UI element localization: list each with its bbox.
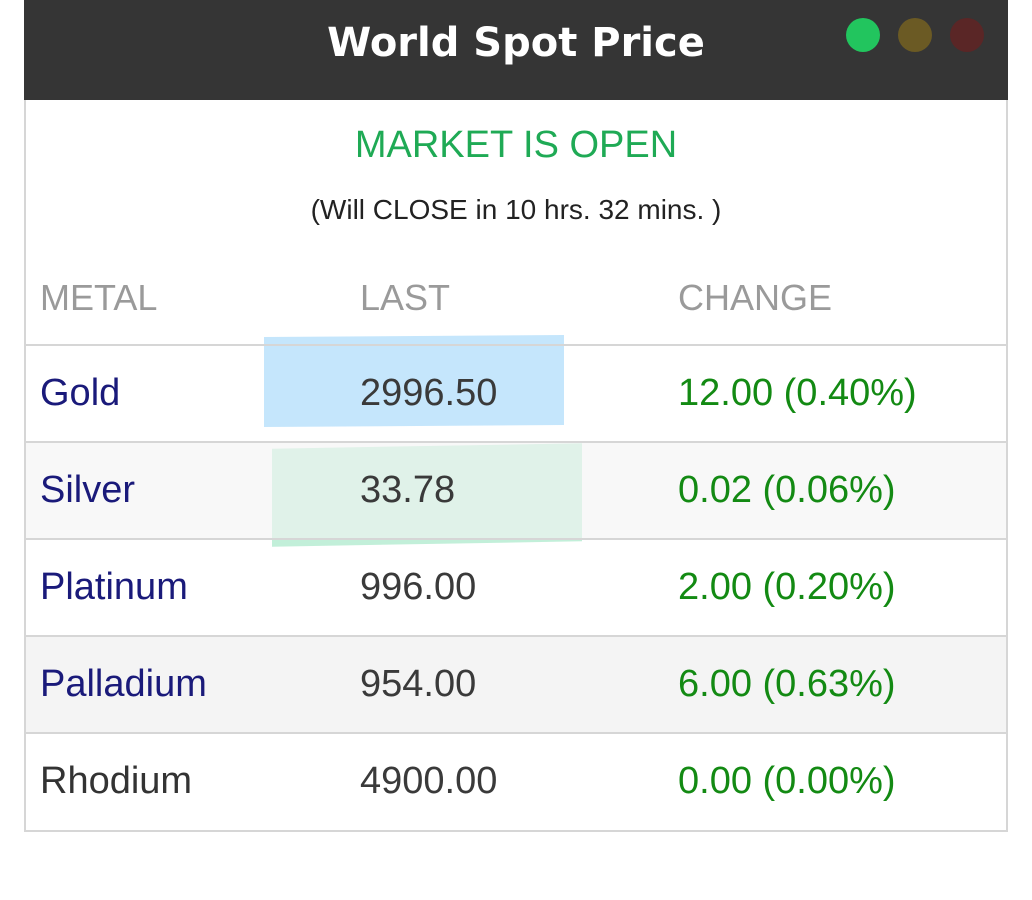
column-header-last: LAST bbox=[360, 277, 451, 318]
change-silver: 0.02 (0.06%) bbox=[678, 469, 896, 511]
table-row-platinum: Platinum 996.00 2.00 (0.20%) bbox=[26, 538, 1006, 635]
last-price-rhodium: 4900.00 bbox=[360, 760, 498, 802]
market-countdown: (Will CLOSE in 10 hrs. 32 mins. ) bbox=[310, 194, 722, 225]
title-bar: World Spot Price bbox=[24, 0, 1008, 100]
widget-title: World Spot Price bbox=[327, 20, 705, 66]
spot-price-widget: World Spot Price MARKET IS OPEN (Will CL… bbox=[24, 0, 1008, 832]
market-status: MARKET IS OPEN bbox=[354, 124, 678, 166]
last-price-gold: 2996.50 bbox=[360, 372, 498, 414]
last-price-palladium: 954.00 bbox=[360, 663, 477, 705]
green-dot-icon bbox=[846, 18, 880, 52]
table-row-palladium: Palladium 954.00 6.00 (0.63%) bbox=[26, 635, 1006, 732]
amber-dot-icon bbox=[898, 18, 932, 52]
column-header-metal: METAL bbox=[40, 277, 158, 318]
table-row-gold: Gold 2996.50 12.00 (0.40%) bbox=[26, 344, 1006, 441]
table-row-rhodium: Rhodium 4900.00 0.00 (0.00%) bbox=[26, 732, 1006, 829]
metal-link-platinum[interactable]: Platinum bbox=[40, 566, 188, 608]
change-platinum: 2.00 (0.20%) bbox=[678, 566, 896, 608]
price-table: Gold 2996.50 12.00 (0.40%) Silver 33.78 … bbox=[26, 344, 1006, 829]
last-price-silver: 33.78 bbox=[360, 469, 456, 511]
metal-link-palladium[interactable]: Palladium bbox=[40, 663, 207, 705]
metal-link-gold[interactable]: Gold bbox=[40, 372, 121, 414]
column-header-change: CHANGE bbox=[678, 277, 833, 318]
metal-link-silver[interactable]: Silver bbox=[40, 469, 136, 511]
last-price-platinum: 996.00 bbox=[360, 566, 477, 608]
table-row-silver: Silver 33.78 0.02 (0.06%) bbox=[26, 441, 1006, 538]
change-palladium: 6.00 (0.63%) bbox=[678, 663, 896, 705]
metal-name-rhodium: Rhodium bbox=[40, 760, 193, 802]
change-rhodium: 0.00 (0.00%) bbox=[678, 760, 896, 802]
red-dot-icon bbox=[950, 18, 984, 52]
change-gold: 12.00 (0.40%) bbox=[678, 372, 917, 414]
